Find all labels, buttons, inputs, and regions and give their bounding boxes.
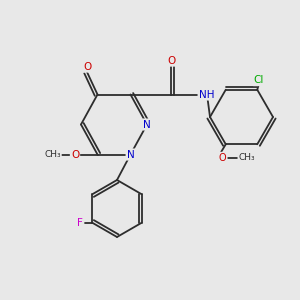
Text: Cl: Cl xyxy=(254,75,264,85)
Text: CH₃: CH₃ xyxy=(44,150,61,159)
Text: O: O xyxy=(219,153,226,163)
Text: F: F xyxy=(77,218,83,228)
Text: O: O xyxy=(167,56,175,66)
Text: O: O xyxy=(83,61,91,72)
Text: N: N xyxy=(127,149,134,160)
Text: CH₃: CH₃ xyxy=(238,153,255,162)
Text: O: O xyxy=(71,149,79,160)
Text: NH: NH xyxy=(199,89,214,100)
Text: N: N xyxy=(143,119,151,130)
